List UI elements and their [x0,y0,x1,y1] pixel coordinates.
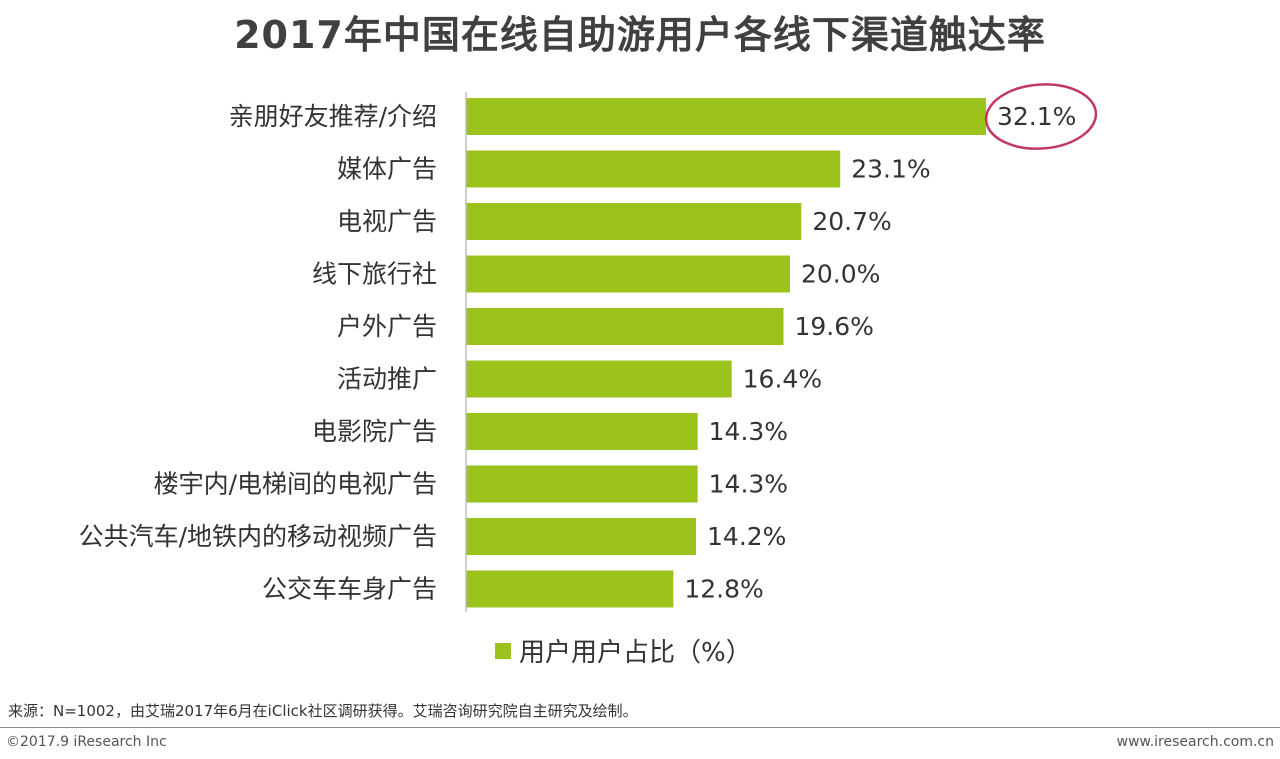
chart-legend: 用户用户占比（%） [495,632,752,669]
value-label: 12.8% [684,575,763,604]
value-label: 32.1% [997,102,1076,131]
category-label: 电视广告 [337,207,437,236]
value-label: 16.4% [743,365,822,394]
value-label: 14.3% [709,417,788,446]
copyright-text: ©2017.9 iResearch Inc [6,734,167,750]
bar [466,465,698,503]
footer-divider [0,727,1280,728]
legend-swatch [495,642,511,659]
bar [466,308,784,345]
value-label: 14.3% [709,470,788,499]
value-label: 23.1% [851,155,930,184]
bar [466,413,698,450]
value-label: 20.0% [801,260,880,289]
bar [466,570,674,608]
source-note: 来源：N=1002，由艾瑞2017年6月在iClick社区调研获得。艾瑞咨询研究… [8,702,638,720]
value-label: 19.6% [795,312,874,341]
bar [466,255,790,293]
category-label: 电影院广告 [312,417,437,446]
category-label: 公交车车身广告 [262,575,437,604]
category-label: 户外广告 [337,312,437,341]
value-label: 20.7% [812,207,891,236]
bar [466,518,697,555]
bar [466,203,802,240]
category-label: 线下旅行社 [312,260,437,289]
bar [466,360,732,398]
highlight-circle [984,83,1098,150]
category-label: 活动推广 [337,365,437,394]
category-label: 公共汽车/地铁内的移动视频广告 [79,522,437,551]
bar [466,98,986,135]
legend-label: 用户用户占比（%） [519,638,752,668]
category-label: 楼宇内/电梯间的电视广告 [154,470,437,499]
bar [466,150,841,188]
category-label: 亲朋好友推荐/介绍 [229,102,437,131]
chart-title: 2017年中国在线自助游用户各线下渠道触达率 [234,13,1046,57]
website-url: www.iresearch.com.cn [1116,734,1274,750]
value-label: 14.2% [707,522,786,551]
bar-chart: 亲朋好友推荐/介绍 32.1% 媒体广告 23.1% 电视广告 20.7% 线下旅行社 20.… [79,83,1098,612]
category-label: 媒体广告 [337,155,437,184]
